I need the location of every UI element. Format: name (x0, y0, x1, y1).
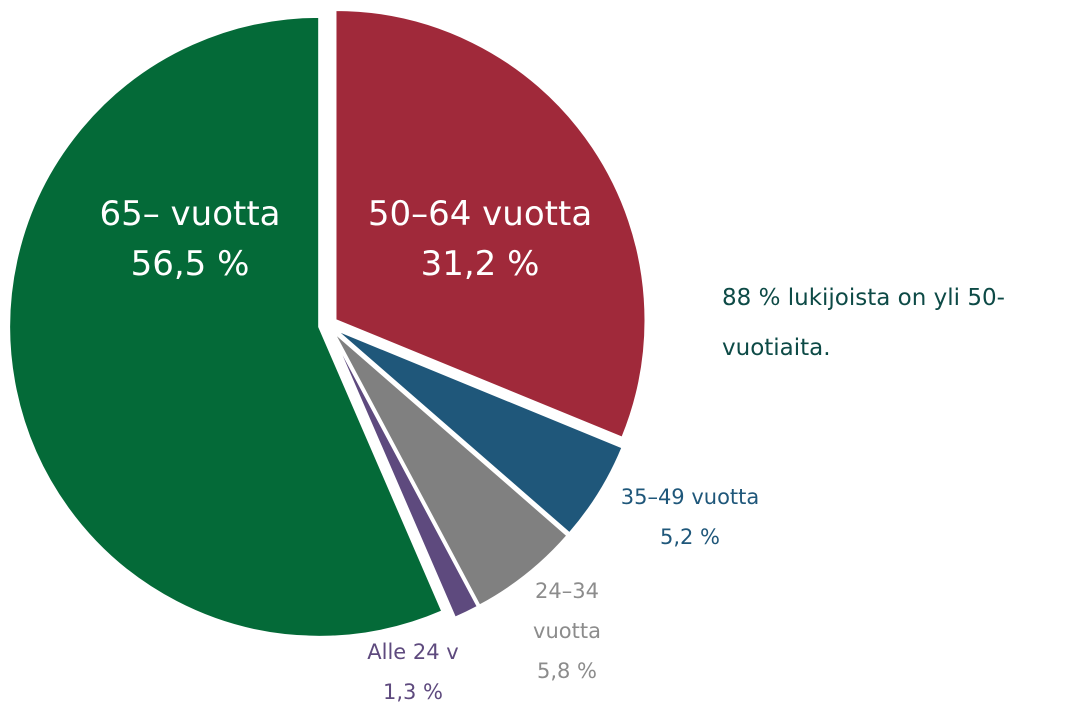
annotation: 88 % lukijoista on yli 50-vuotiaita. (722, 285, 1005, 361)
value-label: 1,3 % (382, 680, 444, 704)
pie-slice (8, 15, 444, 638)
category-label: 24–34 vuotta (533, 579, 601, 643)
value-label: 56,5 % (130, 244, 250, 284)
category-label: Alle 24 v (367, 640, 459, 664)
value-label: 31,2 % (420, 244, 540, 284)
slice-label: Alle 24 v 1,3 % (338, 632, 488, 707)
pie-slice (334, 8, 647, 440)
pie-slice (330, 332, 480, 619)
slice-label: 24–34 vuotta 5,8 % (512, 571, 622, 691)
category-label: 50–64 vuotta (367, 194, 593, 234)
pie-slice (335, 328, 624, 535)
slice-label: 65– vuotta 56,5 % (40, 189, 340, 289)
category-label: 65– vuotta (99, 194, 281, 234)
value-label: 5,2 % (659, 525, 721, 549)
pie-slice (332, 331, 569, 607)
category-label: 35–49 vuotta (620, 485, 760, 509)
slice-label: 35–49 vuotta 5,2 % (575, 477, 805, 557)
value-label: 5,8 % (536, 659, 598, 683)
slice-label: 50–64 vuotta 31,2 % (330, 189, 630, 289)
